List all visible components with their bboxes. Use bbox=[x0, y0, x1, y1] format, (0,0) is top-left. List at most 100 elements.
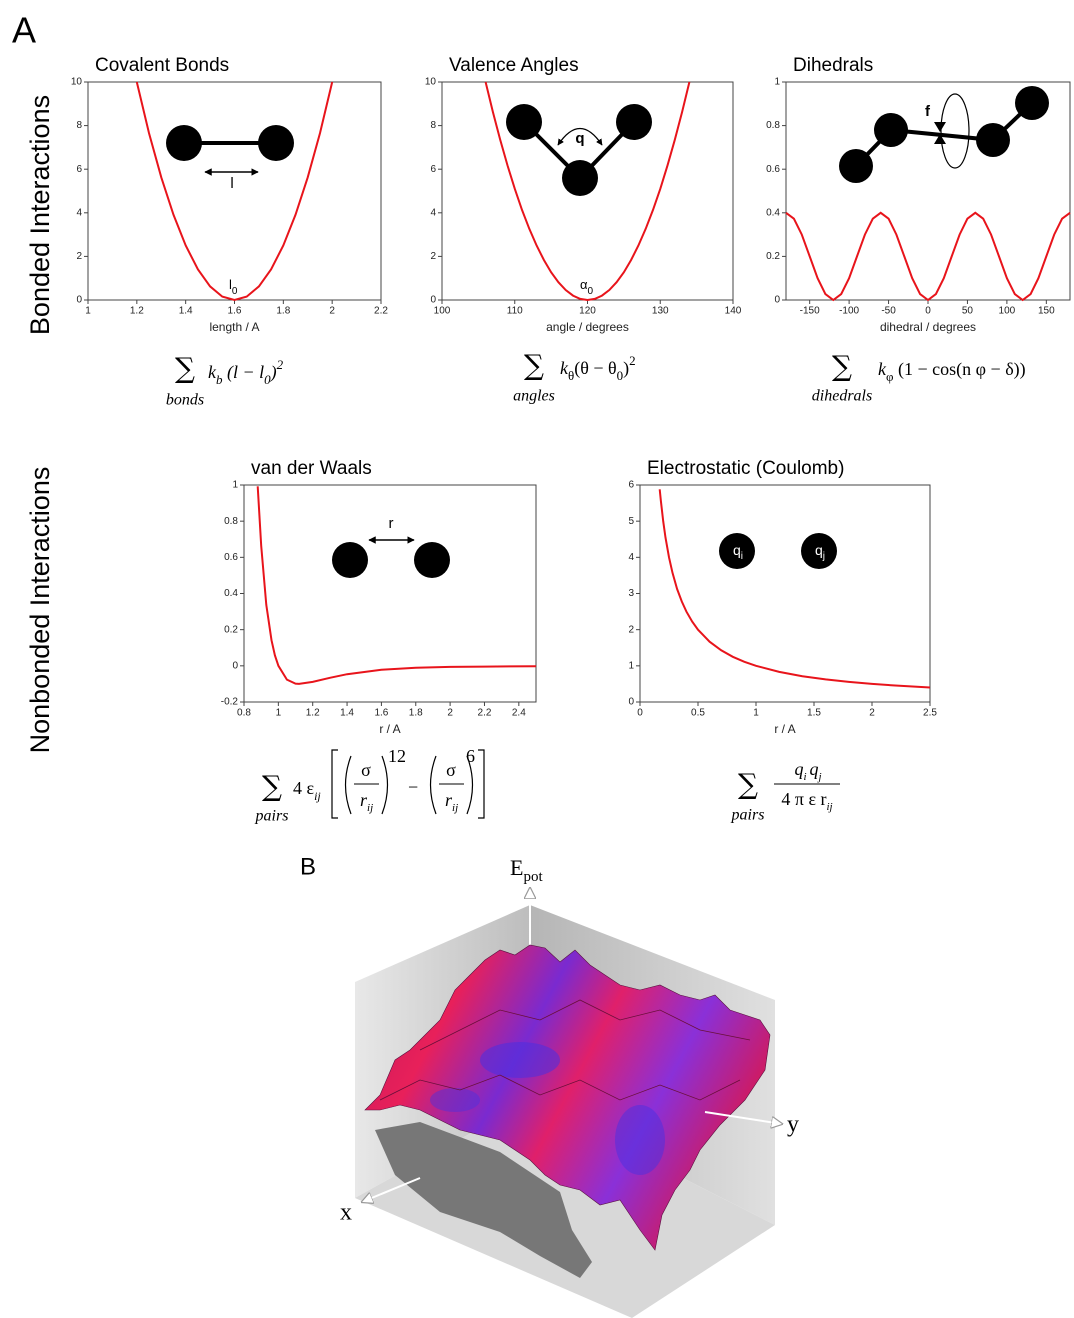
formula-part: ij bbox=[314, 789, 321, 803]
atom bbox=[506, 104, 542, 140]
panel-label: B bbox=[300, 853, 316, 880]
y-tick-label: 2 bbox=[76, 251, 82, 262]
y-tick-label: 4 bbox=[76, 207, 82, 218]
x-tick-label: 1.5 bbox=[807, 708, 821, 719]
formula-part: 4 π ε r bbox=[781, 789, 826, 809]
atom bbox=[332, 542, 368, 578]
formula-part: rij bbox=[360, 790, 373, 813]
formula-part: 4 ε bbox=[293, 778, 315, 798]
x-tick-label: 2.2 bbox=[374, 306, 388, 317]
y-tick-label: 10 bbox=[425, 77, 437, 88]
formula-expression: kb (l − l0)2 bbox=[208, 357, 284, 387]
atom bbox=[414, 542, 450, 578]
plot-frame bbox=[88, 82, 381, 300]
x-tick-label: 2 bbox=[869, 708, 875, 719]
x-tick-label: 0 bbox=[925, 306, 931, 317]
surface-valley bbox=[430, 1088, 480, 1112]
y-tick-label: -0.2 bbox=[221, 697, 239, 708]
y-tick-label: 0.4 bbox=[224, 588, 238, 599]
charge-label-sub: j bbox=[822, 551, 825, 562]
y-tick-label: 0.2 bbox=[766, 251, 780, 262]
x-tick-label: -100 bbox=[839, 306, 859, 317]
diagram-label: q bbox=[575, 130, 584, 147]
sum-index: angles bbox=[513, 388, 555, 405]
row-label: Bonded Interactions bbox=[25, 95, 55, 335]
x-tick-label: 140 bbox=[725, 306, 742, 317]
x-tick-label: 1 bbox=[85, 306, 91, 317]
y-tick-label: 5 bbox=[628, 516, 634, 527]
x-tick-label: 120 bbox=[579, 306, 596, 317]
x-tick-label: 0 bbox=[637, 708, 643, 719]
chart-title: Covalent Bonds bbox=[95, 55, 229, 76]
formula-part: − bbox=[408, 777, 418, 797]
formula-part: rij bbox=[445, 790, 458, 813]
atom bbox=[976, 123, 1010, 157]
formula: ∑ bonds kb (l − l0)2 bbox=[166, 352, 284, 409]
y-tick-label: 0 bbox=[774, 295, 780, 306]
y-tick-label: 6 bbox=[76, 164, 82, 175]
y-tick-label: 0 bbox=[76, 295, 82, 306]
formula-part: ) bbox=[270, 362, 277, 383]
y-tick-label: 4 bbox=[430, 207, 436, 218]
atom bbox=[1015, 86, 1049, 120]
formula-part: 4 εij bbox=[293, 778, 321, 803]
x-tick-label: 2.4 bbox=[512, 708, 526, 719]
formula-part: q bbox=[794, 759, 803, 779]
formula-part: q bbox=[810, 759, 819, 779]
surface-valley bbox=[615, 1105, 665, 1175]
y-tick-label: 2 bbox=[628, 624, 634, 635]
row-label: Nonbonded Interactions bbox=[25, 467, 55, 754]
formula-part: 12 bbox=[388, 746, 406, 766]
x-tick-label: 1.4 bbox=[179, 306, 193, 317]
y-tick-label: 6 bbox=[430, 164, 436, 175]
y-tick-label: 2 bbox=[430, 251, 436, 262]
x-axis-label: r / A bbox=[379, 722, 400, 736]
y-tick-label: 0.8 bbox=[766, 120, 780, 131]
x-tick-label: 2.5 bbox=[923, 708, 937, 719]
x-tick-label: 0.5 bbox=[691, 708, 705, 719]
y-tick-label: 0 bbox=[232, 660, 238, 671]
bracket bbox=[332, 750, 338, 818]
atom bbox=[166, 125, 202, 161]
atom bbox=[616, 104, 652, 140]
x-tick-label: 100 bbox=[434, 306, 451, 317]
x-tick-label: 2 bbox=[329, 306, 335, 317]
formula-part: σ bbox=[361, 760, 371, 780]
axis-label: x bbox=[340, 1200, 352, 1226]
atom bbox=[839, 149, 873, 183]
y-tick-label: 8 bbox=[76, 120, 82, 131]
formula-part: ij bbox=[367, 802, 373, 814]
x-tick-label: 1.2 bbox=[130, 306, 144, 317]
diagram-label: l bbox=[230, 175, 233, 192]
axis-label-base: E bbox=[510, 855, 523, 880]
plot-frame bbox=[640, 485, 930, 702]
formula-part: (l − l bbox=[223, 362, 265, 383]
formula: ∑ angles kθ(θ − θ0)2 bbox=[513, 349, 636, 405]
y-tick-label: 0 bbox=[430, 295, 436, 306]
formula-part: (1 − cos(n φ − δ)) bbox=[894, 359, 1026, 380]
x-tick-label: 1.2 bbox=[306, 708, 320, 719]
y-tick-label: 0.6 bbox=[224, 552, 238, 563]
sum-index: pairs bbox=[731, 807, 765, 824]
formula-part: i bbox=[803, 771, 806, 783]
sum-sign: ∑ bbox=[738, 768, 758, 801]
formula-expression: kθ(θ − θ0)2 bbox=[560, 353, 636, 383]
x-tick-label: 110 bbox=[507, 306, 523, 317]
sum-sign: ∑ bbox=[524, 349, 544, 382]
formula: ∑ pairs 4 εij σ rij 12 − σ rij 6 bbox=[255, 746, 484, 825]
formula-part: (θ − θ bbox=[574, 358, 616, 379]
chart-title: van der Waals bbox=[251, 458, 372, 479]
x-tick-label: 1.8 bbox=[276, 306, 290, 317]
y-tick-label: 1 bbox=[774, 77, 780, 88]
sum-sign: ∑ bbox=[262, 770, 282, 803]
y-tick-label: 0.6 bbox=[766, 164, 780, 175]
min-label-sub: 0 bbox=[588, 286, 594, 297]
paren bbox=[382, 756, 388, 814]
chart-title: Electrostatic (Coulomb) bbox=[647, 458, 844, 479]
x-tick-label: 1 bbox=[276, 708, 282, 719]
y-tick-label: 0.2 bbox=[224, 624, 238, 635]
surface-valley bbox=[480, 1042, 560, 1078]
